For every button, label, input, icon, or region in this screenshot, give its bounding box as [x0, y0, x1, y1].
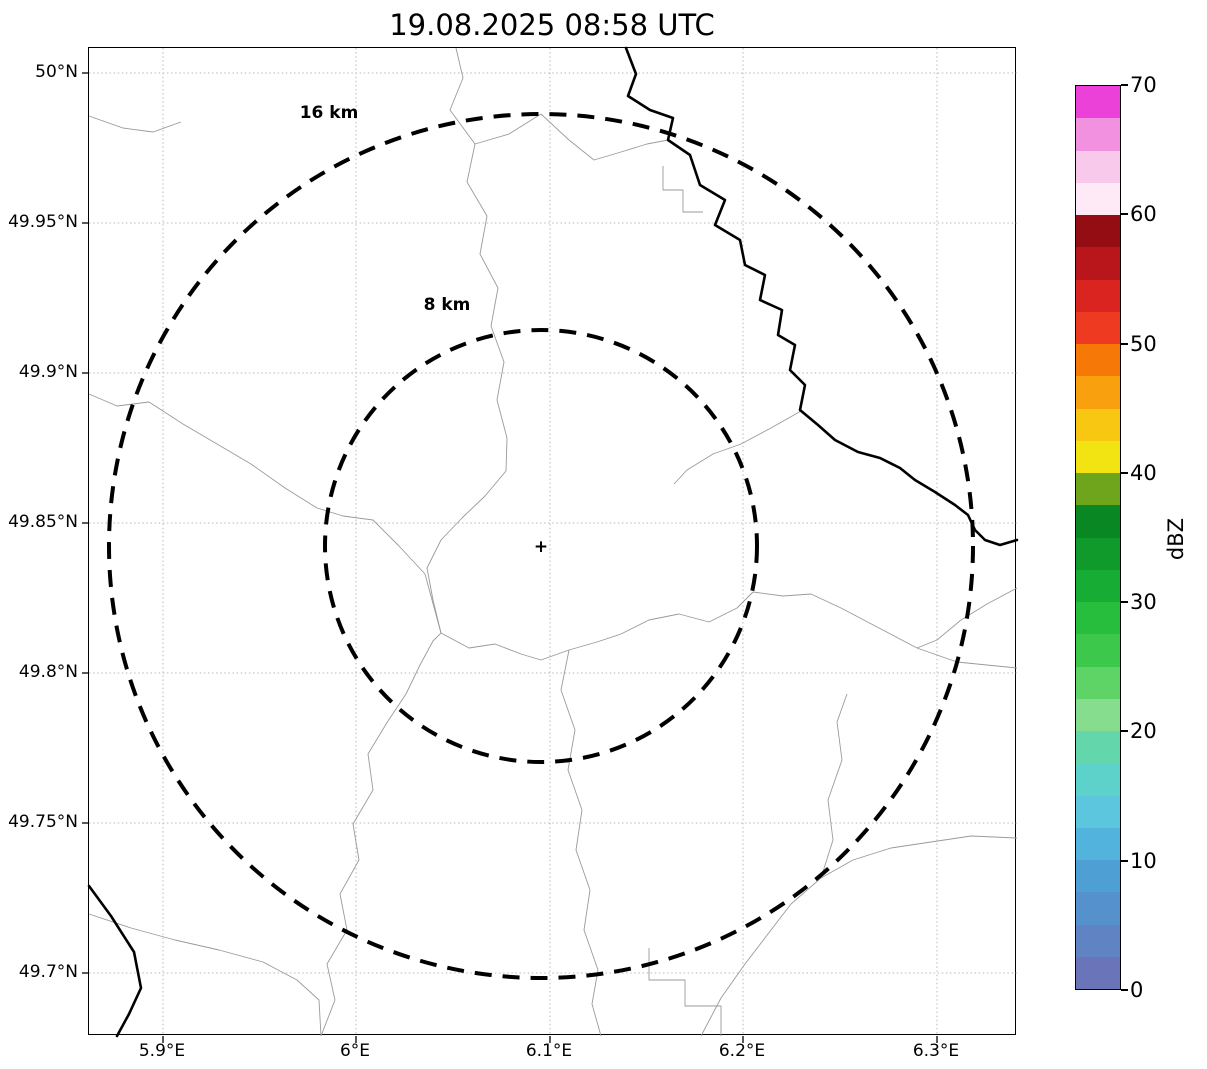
colorbar-tick-label: 50	[1130, 332, 1157, 356]
colorbar-tick-mark	[1121, 213, 1128, 215]
colorbar-tick-label: 30	[1130, 590, 1157, 614]
colorbar-segment	[1076, 537, 1120, 570]
colorbar-segment	[1076, 698, 1120, 731]
radar-center-marker: +	[534, 537, 548, 557]
colorbar-segment	[1076, 408, 1120, 441]
colorbar-segment	[1076, 86, 1120, 119]
y-axis-tick-marks	[82, 72, 89, 974]
admin-boundary-line	[449, 47, 508, 472]
admin-boundaries	[88, 47, 1018, 1037]
y-tick-label: 49.85°N	[8, 512, 78, 532]
y-tick-label: 49.7°N	[18, 962, 78, 982]
colorbar-segment	[1076, 602, 1120, 635]
colorbar-segment	[1076, 473, 1120, 506]
range-ring-8km-label: 8 km	[424, 295, 471, 315]
colorbar-tick-mark	[1121, 989, 1128, 991]
colorbar-axis-label: dBZ	[1164, 518, 1188, 561]
y-tick-label: 49.95°N	[8, 212, 78, 232]
y-tick-label: 50°N	[35, 62, 78, 82]
colorbar-tick-mark	[1121, 860, 1128, 862]
colorbar-tick-mark	[1121, 343, 1128, 345]
x-tick-label: 6.2°E	[718, 1041, 766, 1061]
admin-boundary-line	[648, 948, 722, 1036]
admin-boundary-line	[700, 835, 1018, 1037]
colorbar-tick-mark	[1121, 730, 1128, 732]
colorbar-segment	[1076, 827, 1120, 860]
y-tick-label: 49.75°N	[8, 812, 78, 832]
longitude-gridlines	[162, 48, 938, 1036]
colorbar-segment	[1076, 795, 1120, 828]
colorbar-segment	[1076, 924, 1120, 957]
x-tick-label: 5.9°E	[138, 1041, 186, 1061]
river-line	[87, 884, 143, 1038]
admin-boundary-line	[540, 113, 669, 161]
admin-boundary-line	[88, 913, 322, 1037]
colorbar-segment	[1076, 150, 1120, 183]
colorbar-segment	[1076, 247, 1120, 280]
admin-boundary-line	[440, 591, 754, 661]
x-tick-label: 6.3°E	[912, 1041, 960, 1061]
admin-boundary-line	[662, 166, 703, 213]
admin-boundary-line	[88, 115, 182, 133]
y-tick-label: 49.9°N	[18, 362, 78, 382]
colorbar-segment	[1076, 505, 1120, 538]
map-panel: 16 km 8 km +	[82, 46, 1019, 1043]
colorbar-tick-mark	[1121, 84, 1128, 86]
river-line	[624, 46, 1019, 547]
colorbar-segment	[1076, 731, 1120, 764]
admin-boundary-line	[752, 591, 1018, 669]
range-rings	[107, 112, 975, 980]
x-axis-tick-marks	[162, 1036, 938, 1043]
colorbar-tick-label: 60	[1130, 202, 1157, 226]
colorbar-segment	[1076, 376, 1120, 409]
colorbar-segment	[1076, 118, 1120, 151]
latitude-gridlines	[89, 72, 1017, 974]
admin-boundary-line	[560, 649, 602, 1037]
admin-boundary-line	[673, 410, 802, 485]
colorbar-segment	[1076, 215, 1120, 248]
y-tick-label: 49.8°N	[18, 662, 78, 682]
colorbar-tick-label: 40	[1130, 461, 1157, 485]
map-canvas: 16 km 8 km +	[82, 46, 1019, 1043]
colorbar-tick-label: 70	[1130, 73, 1157, 97]
colorbar-tick-label: 10	[1130, 849, 1157, 873]
colorbar-segment	[1076, 569, 1120, 602]
colorbar-segment	[1076, 666, 1120, 699]
colorbar-tick-mark	[1121, 601, 1128, 603]
colorbar-segment	[1076, 279, 1120, 312]
colorbar-segment	[1076, 344, 1120, 377]
range-ring-16km-label: 16 km	[300, 103, 359, 123]
admin-boundary-line	[320, 632, 442, 1037]
colorbar-segment	[1076, 763, 1120, 796]
colorbar-segment	[1076, 311, 1120, 344]
admin-boundary-line	[474, 113, 542, 145]
colorbar-segment	[1076, 440, 1120, 473]
x-tick-label: 6°E	[339, 1041, 371, 1061]
colorbar-tick-label: 20	[1130, 719, 1157, 743]
admin-boundary-line	[426, 470, 507, 634]
colorbar-gradient	[1075, 85, 1121, 990]
colorbar-segment	[1076, 634, 1120, 667]
x-tick-label: 6.1°E	[525, 1041, 573, 1061]
admin-boundary-line	[88, 393, 442, 634]
colorbar-segment	[1076, 956, 1120, 989]
colorbar-tick-label: 0	[1130, 978, 1144, 1002]
admin-boundary-line	[820, 693, 848, 879]
colorbar-tick-mark	[1121, 472, 1128, 474]
figure-title: 19.08.2025 08:58 UTC	[389, 8, 715, 42]
range-ring-16km	[107, 112, 975, 980]
colorbar-segment	[1076, 860, 1120, 893]
rivers	[87, 46, 1019, 1038]
admin-boundary-line	[916, 587, 1018, 649]
colorbar-segment	[1076, 182, 1120, 215]
range-ring-8km	[323, 328, 759, 764]
colorbar-segment	[1076, 892, 1120, 925]
